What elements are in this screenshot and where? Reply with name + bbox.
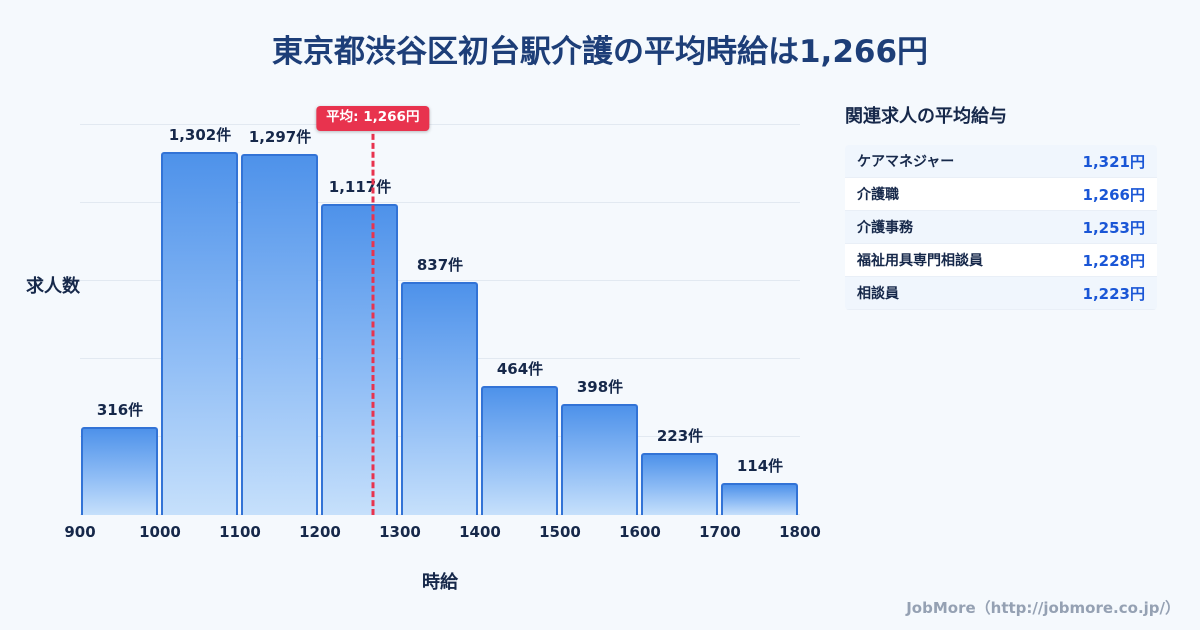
page-title: 東京都渋谷区初台駅介護の平均時給は1,266円 (271, 34, 929, 70)
bar-slot-1400-1500: 464件 (480, 125, 560, 515)
salary-value: 1,253円 (1082, 218, 1145, 237)
table-row: 介護事務 1,253円 (845, 211, 1157, 244)
x-tick-label: 1100 (219, 523, 261, 541)
histogram-bar (481, 385, 558, 515)
histogram-bar (401, 281, 478, 515)
salary-value: 1,228円 (1082, 251, 1145, 270)
gridline (80, 202, 800, 203)
footer-credit: JobMore（http://jobmore.co.jp/） (906, 599, 1180, 617)
histogram-bar (321, 203, 398, 515)
average-badge: 平均: 1,266円 (316, 106, 430, 131)
salary-value: 1,223円 (1082, 284, 1145, 303)
bar-slot-1600-1700: 223件 (640, 125, 720, 515)
table-row: 福祉用具専門相談員 1,228円 (845, 244, 1157, 277)
job-label: 介護職 (857, 187, 899, 203)
salary-value: 1,266円 (1082, 185, 1145, 204)
bar-value-label: 837件 (416, 255, 464, 274)
average-line (371, 125, 375, 515)
gridline (80, 124, 800, 125)
y-axis-label: 求人数 (26, 276, 80, 297)
table-row: 介護職 1,266円 (845, 178, 1157, 211)
x-tick-label: 1700 (699, 523, 741, 541)
salary-table: ケアマネジャー 1,321円 介護職 1,266円 介護事務 1,253円 福祉… (845, 145, 1157, 310)
bar-slot-1700-1800: 114件 (720, 125, 800, 515)
histogram-bar (241, 153, 318, 515)
job-label: 相談員 (857, 286, 899, 302)
table-row: ケアマネジャー 1,321円 (845, 145, 1157, 178)
x-tick-label: 900 (64, 523, 96, 541)
x-tick-label: 1300 (379, 523, 421, 541)
bar-value-label: 223件 (656, 426, 704, 445)
job-label: 福祉用具専門相談員 (857, 253, 983, 269)
x-tick-label: 1400 (459, 523, 501, 541)
x-tick-label: 1600 (619, 523, 661, 541)
bar-value-label: 398件 (576, 378, 624, 397)
x-tick-label: 1200 (299, 523, 341, 541)
chart-plot: 平均: 1,266円 316件 1,302件 1,297件 1,117件 837件 464… (80, 106, 800, 515)
salary-value: 1,321円 (1082, 152, 1145, 171)
bar-slot-1300-1400: 837件 (400, 125, 480, 515)
histogram-bar (81, 426, 158, 515)
job-label: ケアマネジャー (857, 154, 955, 170)
x-ticks: 900 1000 1100 1200 1300 1400 1500 1600 1700 1800 (64, 523, 821, 545)
table-row: 相談員 1,223円 (845, 277, 1157, 310)
bar-slot-1500-1600: 398件 (560, 125, 640, 515)
job-label: 介護事務 (857, 220, 913, 236)
gridline (80, 280, 800, 281)
x-tick-label: 1000 (139, 523, 181, 541)
bar-slot-1100-1200: 1,297件 (240, 125, 320, 515)
x-axis-label: 時給 (422, 572, 458, 593)
bar-value-label: 316件 (96, 400, 144, 419)
bar-slot-900-1000: 316件 (80, 125, 160, 515)
bar-value-label: 464件 (496, 359, 544, 378)
bar-slot-1000-1100: 1,302件 (160, 125, 240, 515)
histogram-bar (641, 452, 718, 515)
bar-value-label: 1,297件 (248, 127, 312, 146)
bar-value-label: 1,117件 (328, 177, 392, 196)
histogram-bar (161, 152, 238, 515)
histogram-bar (721, 483, 798, 515)
x-tick-label: 1500 (539, 523, 581, 541)
x-tick-label: 1800 (779, 523, 821, 541)
related-salaries-panel: 関連求人の平均給与 ケアマネジャー 1,321円 介護職 1,266円 介護事務… (845, 102, 1157, 310)
histogram-bar (561, 404, 638, 515)
side-panel-heading: 関連求人の平均給与 (845, 106, 1007, 127)
bar-value-label: 114件 (736, 457, 784, 476)
bar-value-label: 1,302件 (168, 126, 232, 145)
bar-slot-1200-1300: 1,117件 (320, 125, 400, 515)
